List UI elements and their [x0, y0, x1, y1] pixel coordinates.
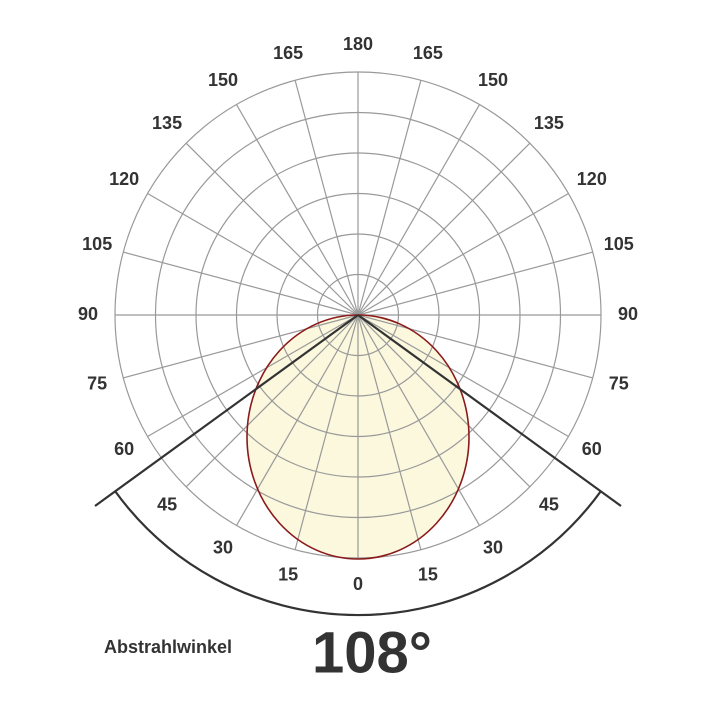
angle-label: 30 — [213, 538, 233, 558]
angle-label: 165 — [413, 43, 443, 63]
grid-spoke — [185, 142, 359, 316]
angle-label: 15 — [278, 565, 298, 585]
grid-spoke — [123, 251, 359, 316]
grid-spoke — [357, 192, 569, 316]
grid-spoke — [235, 314, 359, 526]
grid-spoke — [147, 314, 359, 438]
angle-label: 60 — [582, 439, 602, 459]
caption-label: Abstrahlwinkel — [104, 637, 232, 657]
grid-spoke — [294, 314, 359, 550]
beam-angle-marker — [94, 314, 622, 617]
angle-label: 105 — [82, 234, 112, 254]
grid-spoke — [235, 104, 359, 316]
grid-spoke — [357, 142, 531, 316]
angle-label: 45 — [157, 495, 177, 515]
angle-label: 45 — [539, 495, 559, 515]
beam-arc — [114, 490, 602, 617]
grid-spoke — [357, 314, 481, 526]
angle-label: 75 — [609, 374, 629, 394]
grid-spoke — [357, 80, 422, 316]
angle-label: 105 — [604, 234, 634, 254]
grid-spoke — [294, 80, 359, 316]
angle-label: 180 — [343, 34, 373, 54]
angle-label: 75 — [87, 374, 107, 394]
angle-label: 135 — [152, 113, 182, 133]
grid-spoke — [357, 314, 593, 379]
grid-spoke — [357, 314, 531, 488]
angle-label: 135 — [534, 113, 564, 133]
caption-value: 108° — [312, 620, 432, 685]
grid-spoke — [357, 314, 569, 438]
grid-spoke — [185, 314, 359, 488]
polar-grid — [114, 71, 602, 559]
beam-line-right — [357, 314, 622, 507]
angle-label: 120 — [109, 169, 139, 189]
angle-label: 150 — [478, 70, 508, 90]
grid-spoke — [357, 251, 593, 316]
angle-label: 90 — [618, 304, 638, 324]
angle-label: 60 — [114, 439, 134, 459]
angle-label: 150 — [208, 70, 238, 90]
angle-label: 15 — [418, 565, 438, 585]
angle-label: 90 — [78, 304, 98, 324]
grid-spoke — [357, 314, 422, 550]
angle-label: 0 — [353, 574, 363, 594]
angle-label: 30 — [483, 538, 503, 558]
angle-label: 120 — [577, 169, 607, 189]
grid-spoke — [123, 314, 359, 379]
grid-spoke — [357, 104, 481, 316]
grid-spoke — [147, 192, 359, 316]
angle-labels: 0 180 15 30 45 60 75 90 105 120 135 150 165 15 30 45 60 7… — [78, 34, 638, 594]
angle-label: 165 — [273, 43, 303, 63]
beam-line-left — [94, 314, 359, 507]
